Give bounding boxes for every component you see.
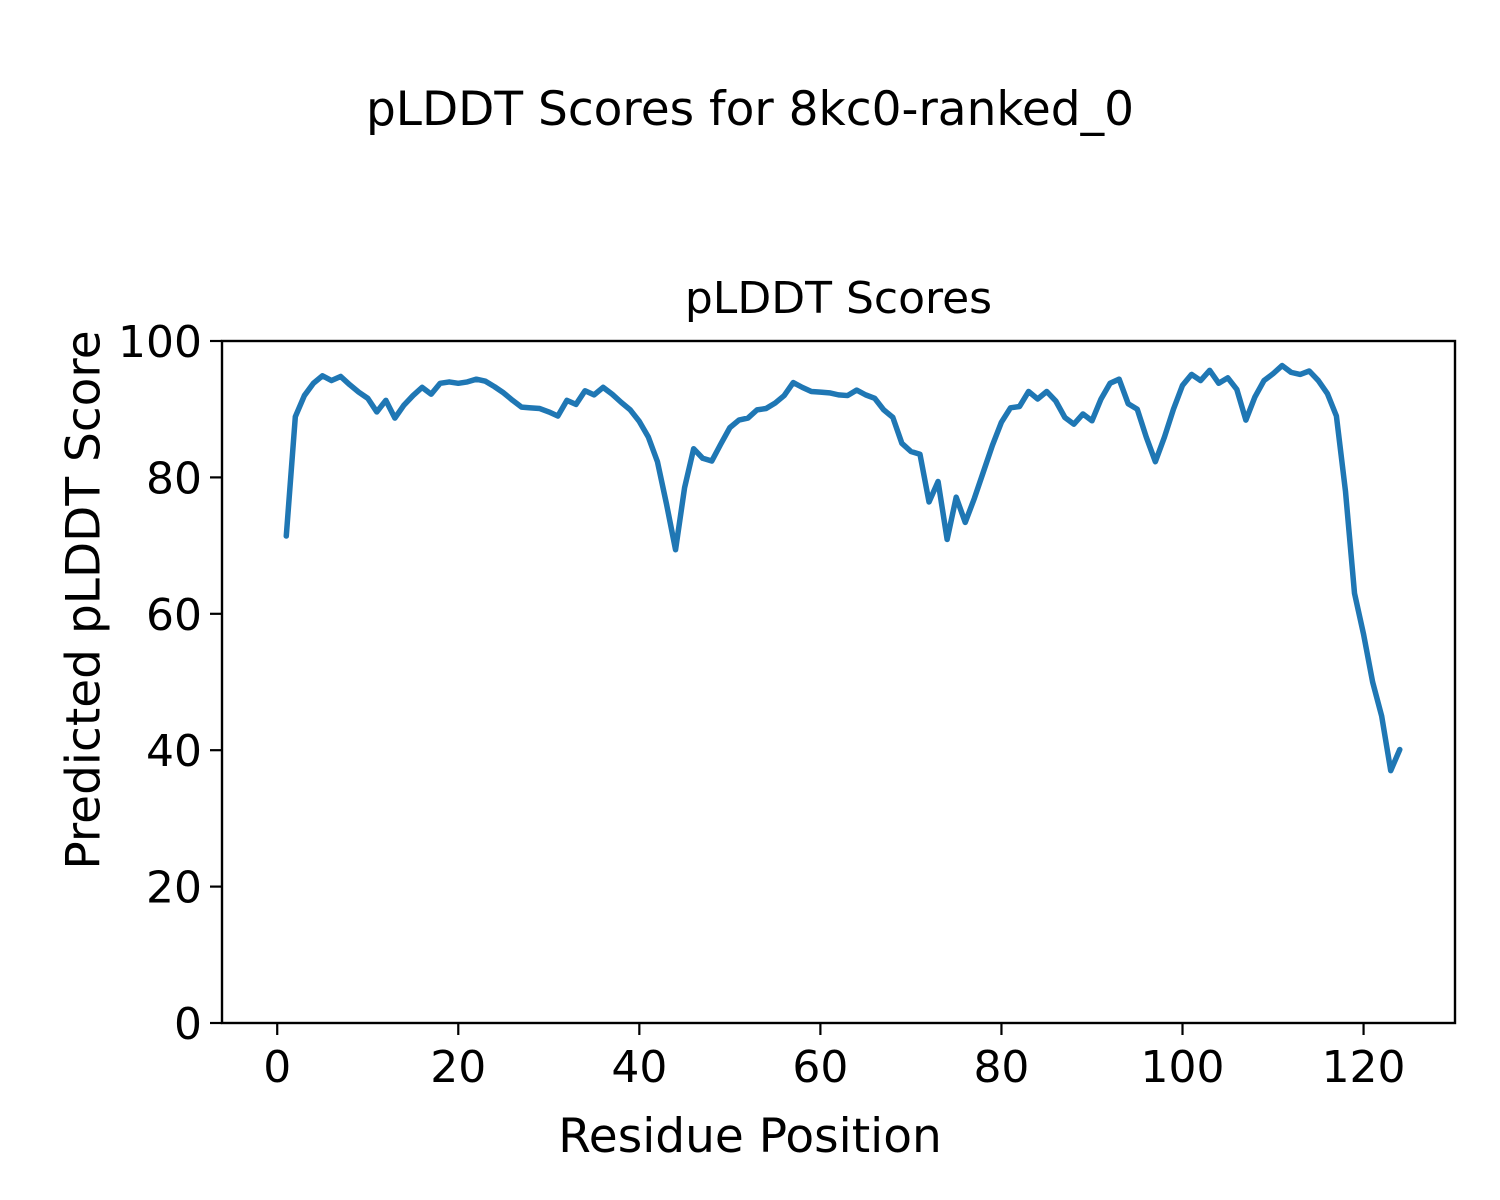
x-tick-label: 40 (611, 1042, 667, 1093)
y-tick-label: 100 (118, 317, 202, 368)
y-tick-label: 80 (146, 453, 202, 504)
x-tick-label: 120 (1322, 1042, 1406, 1093)
figure-title: pLDDT Scores for 8kc0-ranked_0 (365, 82, 1135, 137)
x-tick-label: 20 (430, 1042, 486, 1093)
axes-title: pLDDT Scores (684, 273, 993, 324)
y-tick-label: 0 (174, 999, 202, 1050)
x-tick-label: 80 (973, 1042, 1029, 1093)
y-tick-label: 60 (146, 590, 202, 641)
y-tick-label: 20 (146, 863, 202, 914)
plddt-line (283, 362, 1403, 774)
x-tick-label: 100 (1141, 1042, 1225, 1093)
x-tick-label: 60 (792, 1042, 848, 1093)
x-axis-label: Residue Position (558, 1109, 942, 1164)
y-tick-label: 40 (146, 726, 202, 777)
x-tick-label: 0 (263, 1042, 291, 1093)
axes-spines (220, 339, 1457, 1025)
